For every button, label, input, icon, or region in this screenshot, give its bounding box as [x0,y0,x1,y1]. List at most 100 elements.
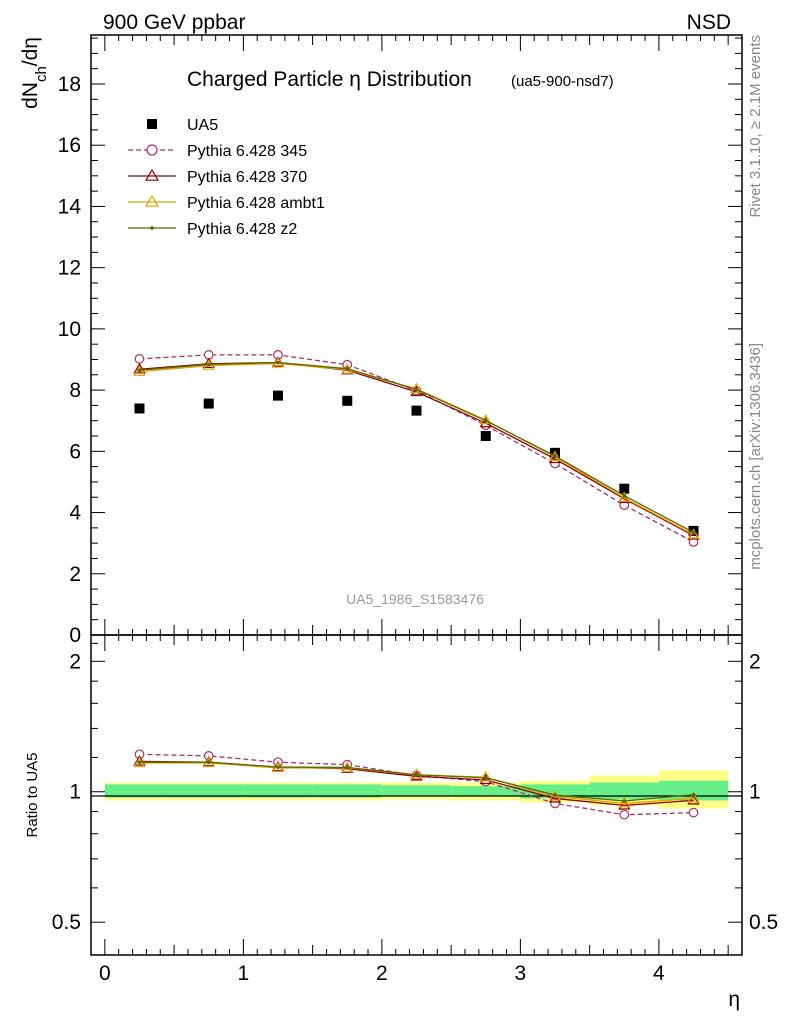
legend-item: Pythia 6.428 370 [128,168,307,186]
legend-item: Pythia 6.428 ambt1 [128,194,325,212]
data-point [342,395,353,406]
ratio-axis-ticks: 0.5 0.5 1 1 2 2 0 1 2 3 4 [52,635,778,985]
data-point [144,168,160,181]
ratio-xlabel: η [728,988,740,1011]
data-point [550,798,560,809]
series-pythia-6-428-345 [134,350,699,547]
data-point [687,792,700,803]
data-point [272,390,283,401]
y-tick-label: 0 [69,624,81,647]
data-point [410,770,423,781]
ratio-frame [90,634,743,956]
data-point [414,773,419,777]
watermark: UA5_1986_S1583476 [346,591,484,607]
ratio-y-tick-label-right: 0.5 [749,911,778,934]
data-point [133,363,146,374]
mcplots-label: mcplots.cern.ch [arXiv:1306.3436] [747,343,764,570]
legend-item: UA5 [147,117,218,134]
legend-label: Pythia 6.428 z2 [187,221,297,238]
data-point [622,493,627,498]
legend-label: Pythia 6.428 ambt1 [187,195,325,212]
data-point [206,760,211,764]
data-point [619,483,630,494]
ratio-y-tick-label-right: 2 [749,650,761,673]
x-tick-label: 1 [238,962,250,985]
data-point [479,773,492,785]
series-pythia-6-428-z2 [137,360,696,535]
y-tick-label: 14 [58,195,82,218]
data-point [345,765,350,770]
uncertainty-band-inner [104,784,175,798]
y-tick-label: 6 [69,440,81,463]
data-point [618,799,631,810]
data-point [414,387,419,392]
y-tick-label: 10 [58,318,81,341]
data-point [206,362,211,367]
y-tick-label: 4 [69,502,81,525]
data-point [202,357,215,368]
data-point [691,530,696,535]
data-point [619,809,630,820]
data-point [687,794,700,805]
legend-item: Pythia 6.428 345 [128,143,307,160]
header-left: 900 GeV ppbar [103,11,245,34]
data-point [687,528,700,539]
x-tick-label: 3 [515,962,527,985]
data-point [146,144,158,156]
series-line [139,753,694,816]
uncertainty-band-inner [312,784,382,798]
data-point [134,403,145,414]
rivet-label: Rivet 3.1.10, ≥ 2.1M events [747,35,764,218]
data-point [480,431,491,442]
header-right: NSD [687,11,731,34]
data-point [137,368,142,373]
data-point [691,792,696,797]
data-point [144,194,160,207]
legend-label: Pythia 6.428 370 [187,169,307,186]
data-point [553,793,557,797]
x-tick-label: 2 [376,962,388,985]
y-tick-label: 2 [69,563,81,586]
legend: UA5 Pythia 6.428 345 Pythia 6.428 370 Pythi… [128,117,325,238]
main-series-layer [133,350,700,547]
legend-label: UA5 [187,117,218,134]
data-point [411,405,422,416]
data-point [483,418,488,423]
data-point [410,768,423,779]
series-pythia-6-428-ambt1 [133,357,700,539]
data-point [688,807,699,818]
data-point [133,365,146,376]
y-tick-label: 12 [58,257,81,280]
ratio-ylabel: Ratio to UA5 [24,752,41,837]
data-point [548,450,562,462]
data-point [203,398,214,409]
uncertainty-band-inner [451,786,521,797]
data-point [483,775,488,780]
ratio-y-tick-label: 2 [69,650,81,673]
x-tick-label: 4 [653,962,665,985]
y-tick-label: 8 [69,379,81,402]
ratio-panel: 0.5 0.5 1 1 2 2 0 1 2 3 4 Ratio to UA5 η [24,634,778,1011]
data-point [276,360,280,365]
data-point [147,119,157,129]
data-point [150,226,154,230]
y-tick-label: 16 [58,134,81,157]
ratio-series-layer [133,749,700,820]
legend-label: Pythia 6.428 345 [187,143,307,160]
main-ylabel: dNch/dη [19,37,50,109]
data-point [622,799,627,803]
main-title: Charged Particle η Distribution [187,68,472,91]
legend-item: Pythia 6.428 z2 [128,221,297,238]
x-tick-label: 0 [99,962,111,985]
data-point [137,760,142,764]
series-ua5 [134,390,699,536]
data-point [618,797,631,808]
data-point [203,751,214,761]
uncertainty-band-inner [381,785,452,797]
main-axis-ticks: 0 2 4 6 8 10 12 14 16 18 [58,35,742,647]
data-point [548,792,562,803]
series-pythia-6-428-z2 [137,760,696,803]
uncertainty-band-inner [243,784,313,798]
ratio-y-tick-label-right: 1 [749,781,761,804]
